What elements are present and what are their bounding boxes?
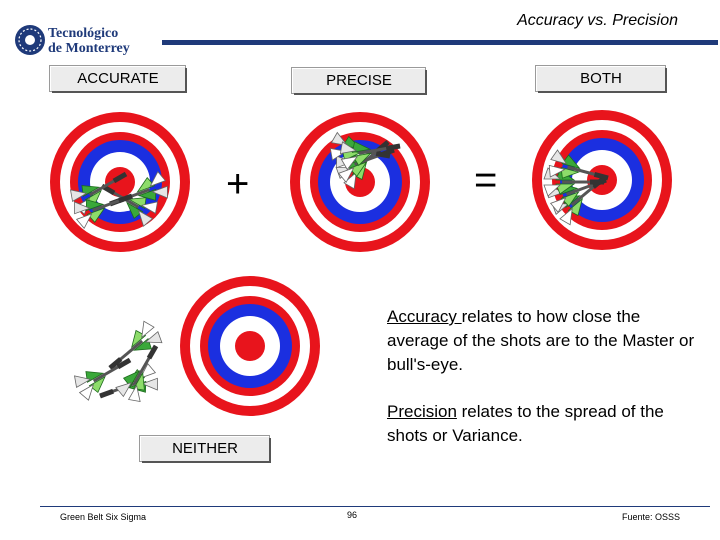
precision-text: relates to the spread of the shots or Va… [387,402,664,445]
equals-sign: = [474,158,498,202]
logo-text: Tecnológico de Monterrey [48,26,130,56]
accuracy-text: relates to how close the average of the … [387,307,695,374]
target-precise [290,112,430,252]
label-precise: PRECISE [292,68,425,93]
target-accurate [50,112,190,252]
accuracy-term: Accuracy [387,307,462,326]
target-neither [180,276,320,416]
label-both: BOTH [536,66,665,91]
stray-darts [70,300,190,420]
footer-page-number: 96 [347,510,358,520]
target-both [532,110,672,250]
footer-rule [40,506,710,507]
label-accurate: ACCURATE [50,66,185,91]
logo-emblem-icon [15,25,45,55]
header-rule [162,40,718,45]
precision-term: Precision [387,402,457,421]
logo-line-2: de Monterrey [48,41,130,56]
footer-source: Fuente: OSSS [622,512,681,522]
slide-title: Accuracy vs. Precision [517,12,678,29]
precision-definition: Precision relates to the spread of the s… [387,400,687,448]
label-neither: NEITHER [140,436,269,461]
plus-sign: + [226,162,250,206]
logo-line-1: Tecnológico [48,26,119,41]
footer-course: Green Belt Six Sigma [60,512,147,522]
accuracy-definition: Accuracy relates to how close the averag… [387,305,697,377]
